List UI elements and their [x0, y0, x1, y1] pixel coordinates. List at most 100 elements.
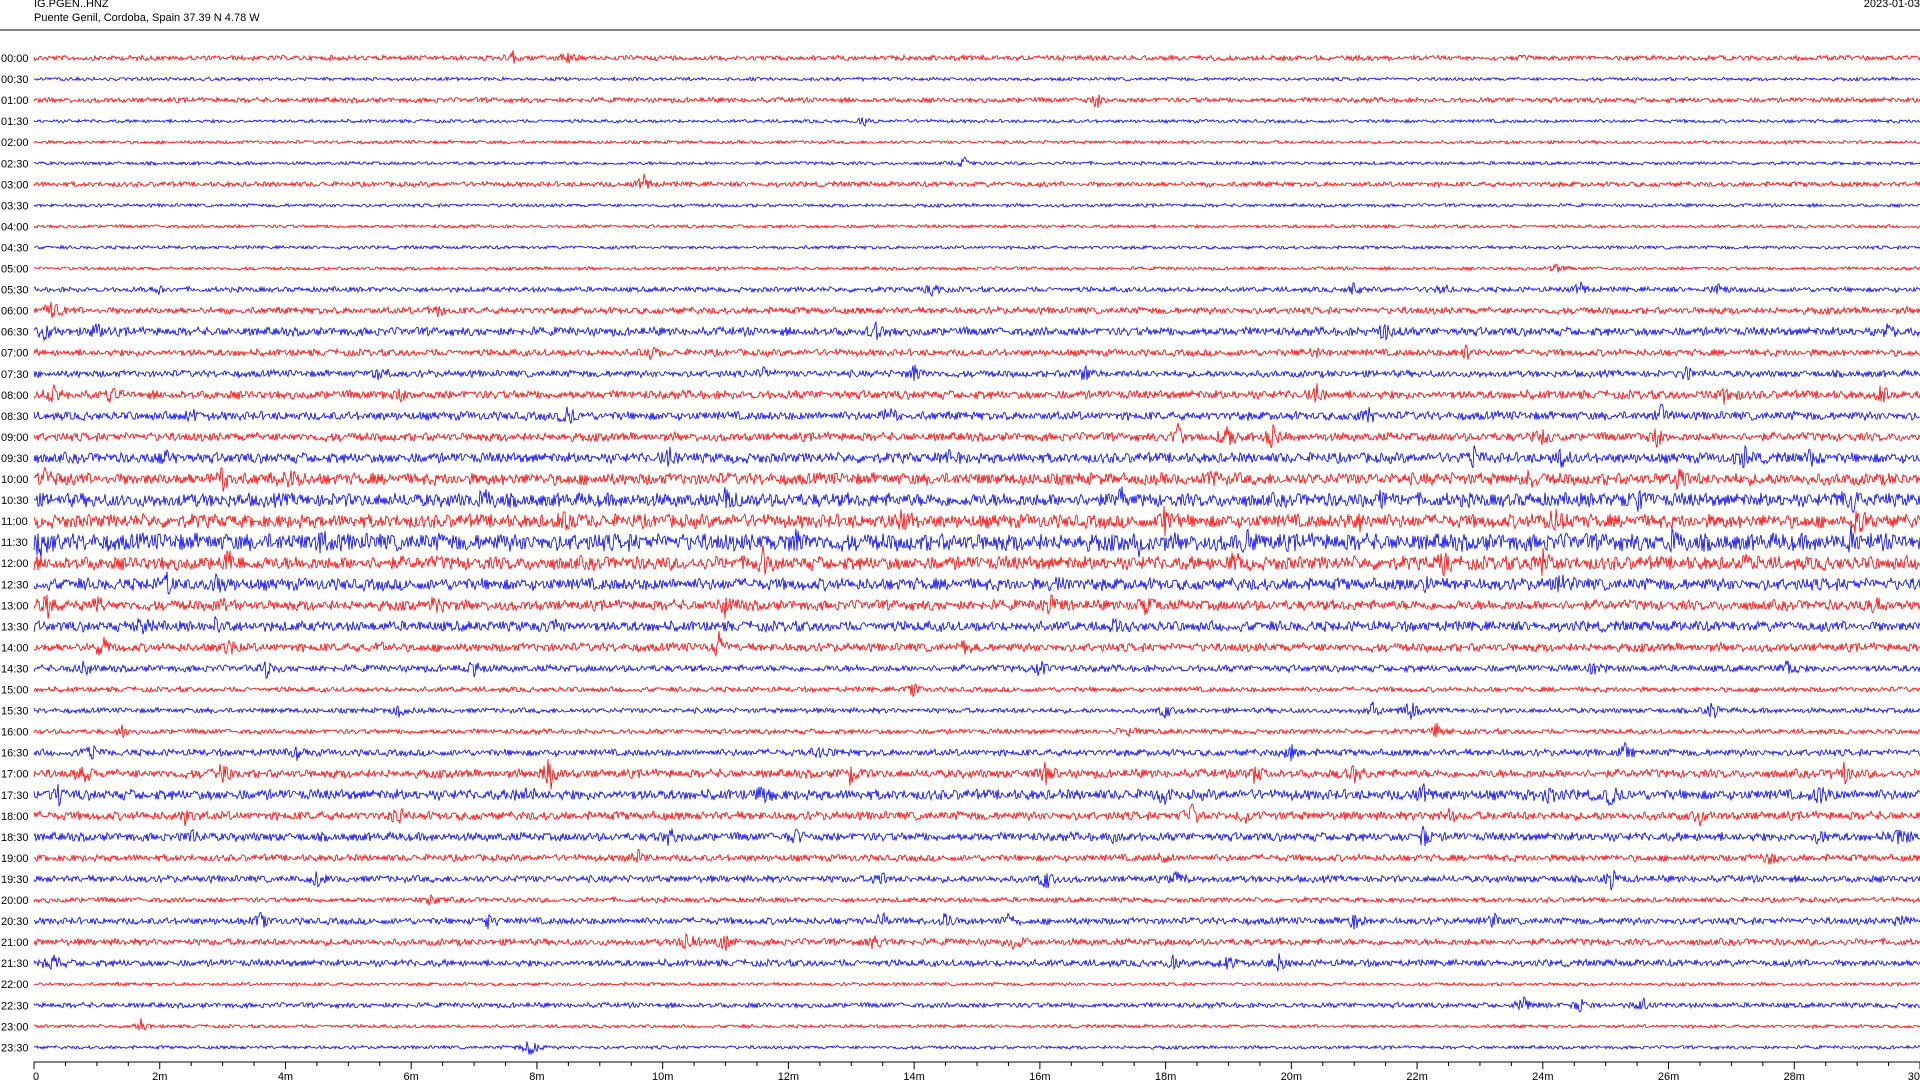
trace-row-0430 [34, 244, 1920, 251]
row-label: 22:30 [1, 1000, 29, 1012]
row-label: 01:00 [1, 95, 29, 107]
row-label: 08:00 [1, 390, 29, 402]
x-tick-label: 18m [1155, 1071, 1176, 1080]
trace-row-1830 [33, 825, 1920, 847]
row-label: 23:30 [1, 1042, 29, 1054]
row-label: 00:30 [1, 74, 29, 86]
trace-row-1800 [33, 803, 1920, 827]
x-tick-label: 4m [278, 1071, 293, 1080]
row-label: 16:30 [1, 748, 29, 760]
trace-row-1430 [33, 660, 1920, 679]
row-label: 13:00 [1, 600, 29, 612]
row-label: 19:00 [1, 853, 29, 865]
row-label: 07:30 [1, 369, 29, 381]
trace-row-2300 [33, 1018, 1920, 1031]
row-label: 21:30 [1, 958, 29, 970]
row-label: 01:30 [1, 116, 29, 128]
trace-row-1700 [33, 759, 1920, 790]
row-label: 06:30 [1, 327, 29, 339]
trace-row-2100 [33, 932, 1920, 952]
row-label: 18:30 [1, 832, 29, 844]
row-label: 21:00 [1, 937, 29, 949]
trace-row-0600 [33, 301, 1920, 319]
trace-row-1330 [33, 616, 1920, 635]
trace-row-0330 [33, 202, 1920, 209]
x-tick-label: 24m [1532, 1071, 1553, 1080]
trace-row-1930 [33, 869, 1920, 891]
trace-group [33, 49, 1920, 1055]
row-label: 07:00 [1, 348, 29, 360]
row-label-group: 00:00 00:30 01:00 01:30 02:00 02:30 03:00 03:30… [1, 53, 29, 1054]
trace-row-1030 [33, 486, 1920, 514]
x-tick-label: 28m [1784, 1071, 1805, 1080]
trace-row-2230 [33, 995, 1920, 1013]
trace-row-2200 [33, 981, 1920, 988]
row-label: 17:00 [1, 769, 29, 781]
trace-row-0730 [33, 364, 1920, 381]
row-label: 12:00 [1, 558, 29, 570]
x-tick-label: 30 [1908, 1071, 1920, 1080]
row-label: 03:30 [1, 200, 29, 212]
trace-row-0630 [33, 320, 1920, 342]
row-label: 22:00 [1, 979, 29, 991]
trace-row-0000 [33, 49, 1920, 64]
row-label: 09:30 [1, 453, 29, 465]
trace-row-1100 [33, 505, 1920, 537]
trace-row-0700 [33, 343, 1920, 360]
row-label: 00:00 [1, 53, 29, 65]
x-tick-label: 12m [778, 1071, 799, 1080]
row-label: 15:30 [1, 706, 29, 718]
trace-row-0930 [33, 444, 1920, 469]
trace-row-1300 [33, 594, 1920, 619]
x-tick-label: 8m [529, 1071, 544, 1080]
row-label: 03:00 [1, 179, 29, 191]
x-tick-label: 20m [1281, 1071, 1302, 1080]
row-label: 10:00 [1, 474, 29, 486]
trace-row-1200 [33, 545, 1920, 578]
station-id: IG.PGEN..HNZ [34, 0, 109, 10]
trace-row-1600 [33, 722, 1920, 739]
x-tick-label: 0 [33, 1071, 39, 1080]
trace-row-1900 [33, 849, 1920, 865]
row-label: 09:00 [1, 432, 29, 444]
trace-row-1230 [33, 571, 1920, 596]
x-tick-label: 6m [404, 1071, 419, 1080]
record-date: 2023-01-03 [1863, 0, 1920, 10]
row-label: 14:00 [1, 642, 29, 654]
row-label: 02:30 [1, 158, 29, 170]
trace-row-1500 [33, 683, 1920, 698]
trace-row-0030 [33, 75, 1920, 83]
x-tick-label: 2m [152, 1071, 167, 1080]
trace-row-1130 [33, 525, 1920, 559]
x-tick-label: 16m [1029, 1071, 1050, 1080]
trace-row-0100 [33, 94, 1920, 109]
trace-row-0530 [33, 281, 1920, 298]
trace-row-2130 [33, 953, 1920, 972]
row-label: 20:00 [1, 895, 29, 907]
trace-row-2030 [33, 911, 1920, 930]
trace-row-1000 [33, 465, 1920, 492]
trace-row-0500 [33, 263, 1920, 273]
row-label: 05:00 [1, 264, 29, 276]
row-label: 16:00 [1, 727, 29, 739]
row-label: 10:30 [1, 495, 29, 507]
row-label: 13:30 [1, 621, 29, 633]
row-label: 02:00 [1, 137, 29, 149]
trace-row-1730 [33, 783, 1920, 807]
trace-row-2330 [33, 1041, 1920, 1055]
row-label: 17:30 [1, 790, 29, 802]
trace-row-0900 [33, 422, 1920, 449]
x-tick-label: 14m [903, 1071, 924, 1080]
trace-row-0200 [33, 139, 1920, 146]
row-label: 20:30 [1, 916, 29, 928]
trace-row-1530 [33, 701, 1920, 720]
row-label: 04:30 [1, 242, 29, 254]
x-tick-label: 10m [652, 1071, 673, 1080]
time-axis: 0 2m 4m 6m 8m 10m 12m 14m 16m 18m 20m 22m 24m 26m 28m 3… [33, 1061, 1920, 1080]
trace-row-0130 [33, 117, 1920, 127]
row-label: 23:00 [1, 1021, 29, 1033]
trace-row-1630 [33, 741, 1920, 762]
trace-row-1400 [33, 631, 1920, 658]
x-tick-label: 22m [1406, 1071, 1427, 1080]
